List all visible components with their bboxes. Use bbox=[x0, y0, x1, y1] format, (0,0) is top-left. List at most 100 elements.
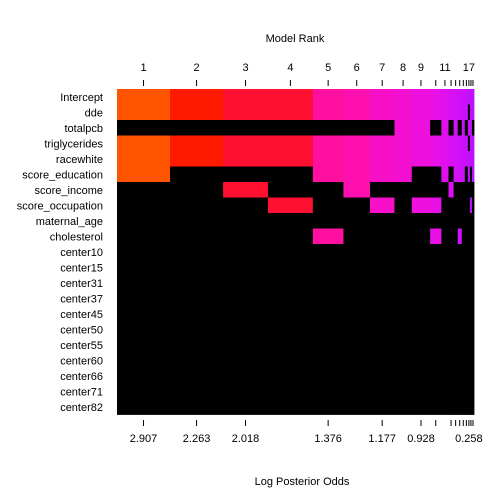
heatmap-cell bbox=[441, 135, 449, 152]
heatmap-cell bbox=[394, 352, 413, 369]
heatmap-cell bbox=[471, 399, 475, 415]
heatmap-cell bbox=[223, 135, 269, 152]
heatmap-cell bbox=[223, 259, 269, 276]
heatmap-cell bbox=[457, 368, 463, 384]
heatmap-cell bbox=[117, 337, 171, 353]
heatmap-cell bbox=[453, 383, 459, 400]
heatmap-cell bbox=[223, 104, 269, 121]
heatmap-cell bbox=[448, 228, 454, 245]
heatmap-cell bbox=[343, 275, 371, 291]
heatmap-cell bbox=[464, 352, 469, 369]
heatmap-cell bbox=[411, 228, 431, 245]
heatmap-cell bbox=[411, 182, 431, 198]
heatmap-cell bbox=[471, 89, 475, 105]
heatmap-cell bbox=[394, 259, 413, 276]
heatmap-cell bbox=[343, 321, 371, 338]
heatmap-cell bbox=[467, 259, 471, 276]
heatmap-cells bbox=[117, 89, 475, 415]
heatmap-cell bbox=[461, 197, 466, 214]
variable-label: center50 bbox=[60, 324, 103, 336]
heatmap-cell bbox=[394, 368, 413, 384]
top-tick-label: 6 bbox=[354, 62, 360, 74]
variable-label: center55 bbox=[60, 340, 103, 352]
heatmap-cell bbox=[267, 213, 314, 229]
heatmap-cell bbox=[117, 383, 171, 400]
heatmap-cell bbox=[411, 321, 431, 338]
heatmap-cell bbox=[430, 151, 442, 167]
heatmap-cell bbox=[312, 306, 344, 322]
heatmap-cell bbox=[441, 290, 449, 307]
heatmap-cell bbox=[223, 383, 269, 400]
heatmap-cell bbox=[461, 321, 466, 338]
heatmap-cell bbox=[441, 213, 449, 229]
heatmap-cell bbox=[117, 228, 171, 245]
heatmap-cell bbox=[312, 383, 344, 400]
top-tick-label: 8 bbox=[400, 62, 406, 74]
heatmap-cell bbox=[267, 120, 314, 136]
heatmap-cell bbox=[430, 166, 442, 183]
heatmap-cell bbox=[267, 166, 314, 183]
heatmap-cell bbox=[394, 321, 413, 338]
heatmap-cell bbox=[369, 275, 395, 291]
heatmap-cell bbox=[267, 244, 314, 260]
heatmap-cell bbox=[467, 321, 471, 338]
heatmap-cell bbox=[441, 151, 449, 167]
heatmap-cell bbox=[170, 368, 224, 384]
heatmap-cell bbox=[457, 259, 463, 276]
heatmap-cell bbox=[469, 368, 473, 384]
heatmap-cell bbox=[117, 259, 171, 276]
heatmap-cell bbox=[467, 228, 471, 245]
heatmap-cell bbox=[411, 290, 431, 307]
heatmap-cell bbox=[457, 244, 463, 260]
heatmap-cell bbox=[469, 197, 473, 214]
heatmap-cell bbox=[170, 383, 224, 400]
heatmap-cell bbox=[223, 120, 269, 136]
heatmap-cell bbox=[267, 228, 314, 245]
heatmap-cell bbox=[471, 104, 475, 121]
heatmap-cell bbox=[267, 383, 314, 400]
heatmap-cell bbox=[267, 89, 314, 105]
heatmap-cell bbox=[453, 275, 459, 291]
heatmap-cell bbox=[369, 321, 395, 338]
heatmap-cell bbox=[267, 151, 314, 167]
heatmap-cell bbox=[394, 213, 413, 229]
heatmap-cell bbox=[461, 166, 466, 183]
chart-title: Model Rank bbox=[266, 33, 325, 45]
heatmap-cell bbox=[469, 135, 473, 152]
heatmap-cell bbox=[464, 368, 469, 384]
heatmap-cell bbox=[464, 182, 469, 198]
heatmap-cell bbox=[469, 182, 473, 198]
heatmap-cell bbox=[461, 337, 466, 353]
heatmap-cell bbox=[453, 89, 459, 105]
heatmap-cell bbox=[394, 151, 413, 167]
variable-label: score_education bbox=[22, 169, 103, 181]
heatmap-cell bbox=[467, 399, 471, 415]
variable-label: triglycerides bbox=[44, 138, 103, 150]
heatmap-cell bbox=[467, 151, 471, 167]
heatmap-cell bbox=[467, 104, 471, 121]
heatmap-cell bbox=[312, 151, 344, 167]
heatmap-cell bbox=[471, 383, 475, 400]
heatmap-cell bbox=[471, 120, 475, 136]
heatmap-cell bbox=[430, 213, 442, 229]
heatmap-cell bbox=[170, 151, 224, 167]
heatmap-cell bbox=[469, 166, 473, 183]
heatmap-cell bbox=[448, 399, 454, 415]
heatmap-cell bbox=[369, 368, 395, 384]
variable-label: score_income bbox=[35, 185, 103, 197]
heatmap-cell bbox=[369, 337, 395, 353]
heatmap-cell bbox=[430, 182, 442, 198]
heatmap-cell bbox=[467, 352, 471, 369]
heatmap-cell bbox=[441, 368, 449, 384]
heatmap-cell bbox=[448, 166, 454, 183]
heatmap-cell bbox=[461, 352, 466, 369]
heatmap-cell bbox=[471, 151, 475, 167]
variable-label: Intercept bbox=[60, 92, 103, 104]
heatmap-cell bbox=[461, 290, 466, 307]
heatmap-cell bbox=[117, 182, 171, 198]
heatmap-cell bbox=[430, 368, 442, 384]
heatmap-cell bbox=[471, 306, 475, 322]
heatmap-cell bbox=[223, 151, 269, 167]
heatmap-cell bbox=[457, 182, 463, 198]
heatmap-cell bbox=[430, 135, 442, 152]
